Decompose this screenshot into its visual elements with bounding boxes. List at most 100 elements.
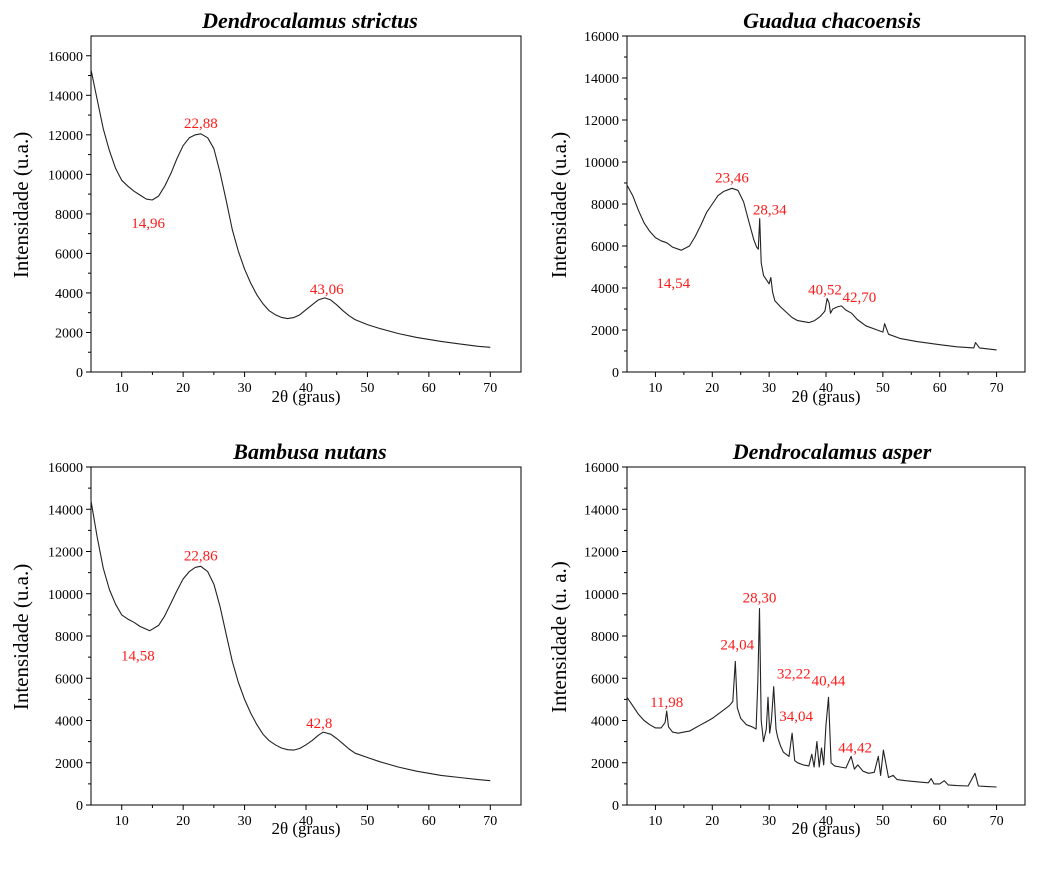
subplot-2: Guadua chacoensis Intensidade (u.a.) 2θ (g…: [547, 8, 1026, 406]
y-axis-label: Intensidade (u.a.): [9, 132, 33, 278]
y-tick-label: 16000: [584, 461, 619, 476]
y-tick-label: 16000: [48, 50, 83, 65]
peak-label: 34,04: [779, 709, 813, 725]
y-tick-label: 10000: [584, 588, 619, 603]
x-tick-label: 70: [990, 814, 1004, 829]
peak-label: 11,98: [650, 695, 683, 711]
y-tick-label: 0: [612, 366, 619, 381]
y-axis-label: Intensidade (u.a.): [9, 564, 33, 710]
y-tick-label: 6000: [55, 247, 83, 262]
x-tick-label: 60: [933, 814, 947, 829]
y-tick-label: 12000: [48, 546, 83, 561]
y-tick-label: 0: [76, 799, 83, 814]
y-tick-label: 6000: [591, 672, 619, 687]
y-tick-label: 0: [612, 799, 619, 814]
x-axis-label: 2θ (graus): [271, 819, 340, 838]
subplot-3: Bambusa nutans Intensidade (u.a.) 2θ (grau…: [9, 439, 522, 838]
x-axis-label: 2θ (graus): [791, 387, 860, 406]
peak-label: 42,70: [842, 290, 876, 306]
x-tick-label: 40: [819, 814, 833, 829]
x-tick-label: 30: [238, 381, 252, 396]
x-tick-label: 10: [648, 381, 662, 396]
y-tick-label: 16000: [48, 461, 83, 476]
x-tick-label: 50: [360, 381, 374, 396]
peak-label: 43,06: [310, 282, 344, 298]
x-tick-label: 40: [299, 814, 313, 829]
chart-title: Guadua chacoensis: [743, 8, 921, 33]
y-tick-label: 14000: [584, 503, 619, 518]
y-tick-label: 2000: [55, 757, 83, 772]
y-tick-label: 16000: [584, 30, 619, 45]
x-tick-label: 60: [422, 814, 436, 829]
x-tick-label: 30: [762, 381, 776, 396]
x-tick-label: 10: [115, 381, 129, 396]
x-tick-label: 40: [299, 381, 313, 396]
peak-label: 24,04: [720, 637, 754, 653]
x-tick-label: 60: [933, 381, 947, 396]
x-tick-label: 50: [876, 814, 890, 829]
peak-label: 14,96: [131, 216, 165, 232]
y-tick-label: 14000: [48, 89, 83, 104]
xrd-pattern-line: [90, 69, 491, 348]
peak-label: 40,52: [808, 283, 842, 299]
y-tick-label: 12000: [48, 129, 83, 144]
peak-label: 28,34: [753, 203, 787, 219]
plot-frame: [626, 35, 1026, 373]
y-tick-label: 8000: [55, 630, 83, 645]
x-tick-label: 60: [422, 381, 436, 396]
x-tick-label: 20: [176, 381, 190, 396]
y-tick-label: 6000: [55, 672, 83, 687]
y-tick-label: 4000: [591, 715, 619, 730]
peak-label: 14,54: [656, 276, 690, 292]
y-tick-label: 6000: [591, 240, 619, 255]
x-tick-label: 40: [819, 381, 833, 396]
x-tick-label: 10: [115, 814, 129, 829]
y-tick-label: 4000: [55, 715, 83, 730]
y-tick-label: 12000: [584, 114, 619, 129]
peak-label: 40,44: [812, 673, 846, 689]
chart-title: Dendrocalamus asper: [732, 439, 932, 464]
x-axis-label: 2θ (graus): [271, 387, 340, 406]
subplot-1: Dendrocalamus strictus Intensidade (u.a.)…: [9, 8, 522, 406]
y-tick-label: 10000: [584, 156, 619, 171]
y-tick-label: 2000: [591, 757, 619, 772]
x-tick-label: 30: [238, 814, 252, 829]
y-tick-label: 10000: [48, 588, 83, 603]
y-tick-label: 4000: [591, 282, 619, 297]
xrd-pattern-line: [626, 184, 997, 351]
x-axis-label: 2θ (graus): [791, 819, 860, 838]
x-tick-label: 20: [705, 381, 719, 396]
x-tick-label: 20: [176, 814, 190, 829]
peak-label: 23,46: [715, 170, 749, 186]
y-tick-label: 14000: [584, 72, 619, 87]
plot-frame: [90, 466, 522, 806]
x-tick-label: 20: [705, 814, 719, 829]
y-tick-label: 8000: [591, 630, 619, 645]
xrd-pattern-line: [626, 607, 997, 788]
y-axis-label: Intensidade (u. a.): [547, 561, 571, 713]
x-tick-label: 70: [483, 381, 497, 396]
plot-frame: [626, 466, 1026, 806]
y-tick-label: 14000: [48, 503, 83, 518]
peak-label: 22,88: [184, 116, 218, 132]
peak-label: 28,30: [743, 591, 777, 607]
y-tick-label: 12000: [584, 546, 619, 561]
peak-label: 44,42: [838, 740, 872, 756]
peak-label: 32,22: [777, 667, 811, 683]
plot-frame: [90, 35, 522, 373]
y-tick-label: 8000: [55, 208, 83, 223]
x-tick-label: 70: [990, 381, 1004, 396]
x-tick-label: 30: [762, 814, 776, 829]
xrd-pattern-line: [90, 500, 491, 782]
y-tick-label: 10000: [48, 168, 83, 183]
x-tick-label: 50: [876, 381, 890, 396]
y-tick-label: 2000: [55, 326, 83, 341]
x-tick-label: 70: [483, 814, 497, 829]
peak-label: 22,86: [184, 548, 218, 564]
chart-title: Bambusa nutans: [232, 439, 386, 464]
chart-title: Dendrocalamus strictus: [201, 8, 418, 33]
subplot-4: Dendrocalamus asper Intensidade (u. a.) 2θ…: [547, 439, 1026, 838]
y-axis-label: Intensidade (u.a.): [547, 132, 571, 278]
